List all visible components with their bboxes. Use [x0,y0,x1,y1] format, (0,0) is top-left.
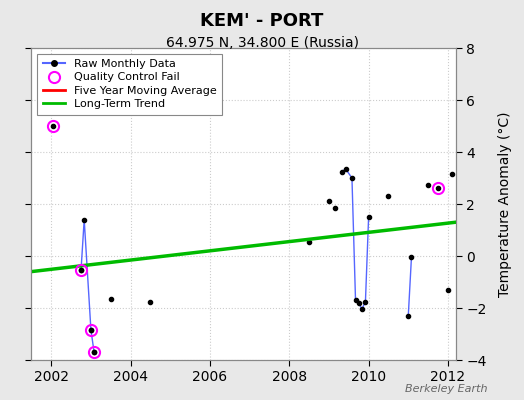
Legend: Raw Monthly Data, Quality Control Fail, Five Year Moving Average, Long-Term Tren: Raw Monthly Data, Quality Control Fail, … [37,54,222,115]
Y-axis label: Temperature Anomaly (°C): Temperature Anomaly (°C) [498,111,512,297]
Text: KEM' - PORT: KEM' - PORT [200,12,324,30]
Text: 64.975 N, 34.800 E (Russia): 64.975 N, 34.800 E (Russia) [166,36,358,50]
Text: Berkeley Earth: Berkeley Earth [405,384,487,394]
